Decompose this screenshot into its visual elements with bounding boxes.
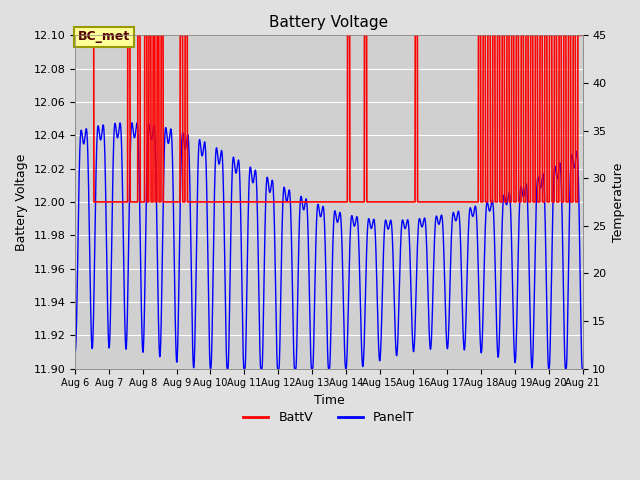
Text: BC_met: BC_met (78, 30, 130, 43)
X-axis label: Time: Time (314, 394, 344, 407)
Y-axis label: Temperature: Temperature (612, 162, 625, 241)
Y-axis label: Battery Voltage: Battery Voltage (15, 153, 28, 251)
Title: Battery Voltage: Battery Voltage (269, 15, 388, 30)
Legend: BattV, PanelT: BattV, PanelT (238, 406, 419, 429)
